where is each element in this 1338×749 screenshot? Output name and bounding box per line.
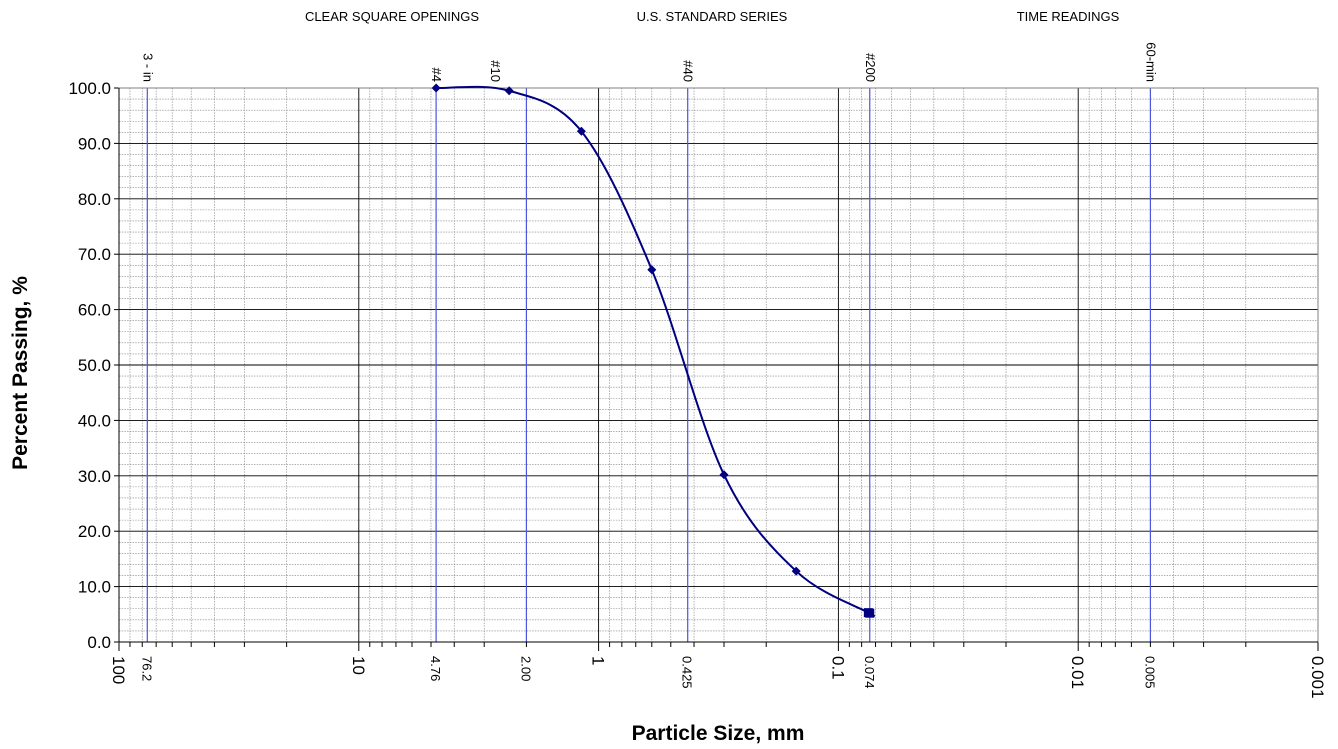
grid-layer <box>114 87 1319 651</box>
series-line <box>436 85 876 617</box>
y-tick-label: 10.0 <box>78 578 111 597</box>
y-tick-label: 40.0 <box>78 411 111 430</box>
size-label: 76.2 <box>139 656 154 681</box>
y-tick-label: 20.0 <box>78 522 111 541</box>
y-tick-label: 70.0 <box>78 245 111 264</box>
reference-lines <box>146 88 1151 642</box>
series-layer <box>431 83 876 618</box>
sieve-label: #10 <box>488 60 503 82</box>
y-tick-label: 100.0 <box>68 79 111 98</box>
y-tick-label: 30.0 <box>78 467 111 486</box>
size-label: 0.074 <box>862 656 877 689</box>
x-tick-label: 0.01 <box>1068 656 1087 689</box>
data-point <box>719 470 729 480</box>
size-label: 0.005 <box>1142 656 1157 689</box>
data-point <box>791 566 801 576</box>
sieve-label: #40 <box>681 60 696 82</box>
sieve-label: 60-min <box>1143 42 1158 82</box>
x-tick-label: 10 <box>349 656 368 675</box>
x-tick-label: 1 <box>589 656 608 665</box>
header-label-clear-square-openings: CLEAR SQUARE OPENINGS <box>305 9 479 24</box>
data-point <box>431 83 441 93</box>
y-tick-label: 90.0 <box>78 134 111 153</box>
size-label: 4.76 <box>428 656 443 681</box>
x-tick-label: 100 <box>109 656 128 684</box>
data-point <box>865 608 875 618</box>
y-tick-label: 80.0 <box>78 190 111 209</box>
label-layer: 0.010.020.030.040.050.060.070.080.090.01… <box>68 42 1327 698</box>
x-tick-label: 0.1 <box>828 656 847 680</box>
data-point <box>576 126 586 136</box>
x-tick-label: 0.001 <box>1308 656 1327 699</box>
data-point <box>504 86 514 96</box>
x-axis-title: Particle Size, mm <box>632 722 805 745</box>
header-label-us-standard-series: U.S. STANDARD SERIES <box>637 9 788 24</box>
y-tick-label: 0.0 <box>87 633 111 652</box>
y-tick-label: 60.0 <box>78 301 111 320</box>
y-axis-title: Percent Passing, % <box>9 276 32 470</box>
plot-frame <box>118 87 1319 643</box>
data-point <box>647 265 657 275</box>
sieve-label: #200 <box>863 53 878 82</box>
sieve-label: #4 <box>429 68 444 82</box>
size-label: 2.00 <box>518 656 533 681</box>
sieve-label: 3 - in <box>140 53 155 82</box>
header-label-time-readings: TIME READINGS <box>1017 9 1120 24</box>
size-label: 0.425 <box>680 656 695 689</box>
y-tick-label: 50.0 <box>78 356 111 375</box>
